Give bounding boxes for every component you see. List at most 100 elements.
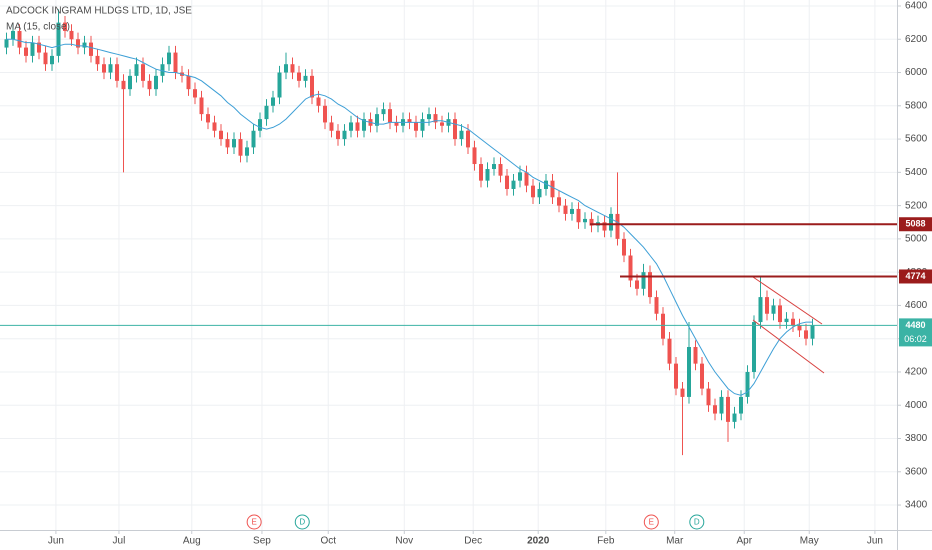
y-tick-label: 6400 (905, 1, 928, 12)
candle-body (50, 55, 54, 65)
candle-body (69, 30, 74, 40)
candle-body (160, 64, 165, 76)
candle-body (290, 64, 295, 73)
candle-body (264, 105, 269, 120)
candle-body (713, 405, 717, 414)
candle-body (407, 119, 412, 123)
candle-body (420, 119, 425, 131)
candle-body (583, 218, 587, 223)
candle-body (414, 122, 418, 131)
candle-body (167, 52, 171, 65)
x-tick-label: Mar (666, 536, 684, 547)
event-marker (643, 514, 659, 530)
candle-body (641, 272, 646, 289)
candle-body (739, 396, 743, 414)
candle-body (622, 238, 626, 256)
y-tick-label: 5000 (905, 234, 928, 245)
candle-body (297, 72, 301, 81)
x-tick-label: Jun (48, 536, 64, 547)
candle-body (784, 318, 789, 323)
candle-body (576, 208, 581, 223)
candle-body (550, 180, 555, 198)
candle-body (258, 119, 262, 131)
candle-body (557, 197, 561, 206)
candle-body (362, 119, 366, 131)
candle-body (719, 396, 724, 414)
y-tick-label: 5600 (905, 134, 928, 145)
x-tick-label: Feb (597, 536, 615, 547)
event-label: D (299, 518, 305, 527)
candle-body (355, 122, 360, 131)
y-tick-label: 4000 (905, 400, 928, 411)
y-tick-label: 3600 (905, 466, 928, 477)
candle-body (505, 175, 509, 189)
candle-body (648, 272, 652, 298)
candle-body (427, 114, 431, 120)
candle-body (277, 72, 282, 98)
candle-body (531, 185, 535, 198)
candle-body (154, 75, 158, 90)
x-tick-label: Sep (253, 536, 271, 547)
candle-body (173, 52, 178, 73)
indicator-label: MA (15, close) (6, 22, 70, 33)
candle-body (544, 180, 548, 189)
event-marker (246, 514, 262, 530)
y-tick-label: 3800 (905, 433, 928, 444)
event-label: D (694, 518, 700, 527)
candle-body (609, 213, 613, 231)
x-tick-label: Jun (867, 536, 883, 547)
channel-lower (752, 319, 825, 374)
candle-body (700, 363, 704, 389)
last-price-label: 4480 (905, 320, 925, 330)
candle-body (212, 122, 217, 131)
candle-body (771, 305, 776, 314)
candle-body (524, 172, 529, 186)
candle-body (518, 172, 522, 181)
candle-body (706, 388, 711, 406)
candle-body (245, 147, 249, 156)
candle-body (654, 297, 659, 314)
candle-body (440, 122, 444, 126)
candle-body (758, 297, 763, 323)
chart-title: ADCOCK INGRAM HLDGS LTD, 1D, JSE (6, 6, 192, 17)
candle-body (537, 188, 542, 198)
y-tick-label: 5200 (905, 200, 928, 211)
ma-line (6, 38, 813, 396)
candle-body (95, 55, 100, 65)
candle-body (628, 255, 633, 281)
candle-body (134, 64, 139, 76)
event-label: E (251, 518, 256, 527)
candle-body (680, 388, 685, 397)
candle-body (381, 109, 386, 115)
candle-body (453, 119, 457, 140)
candle-body (349, 122, 353, 131)
candle-body (602, 222, 607, 231)
candle-body (37, 42, 41, 53)
candle-body (316, 97, 321, 106)
candle-body (89, 42, 93, 56)
candle-body (498, 164, 503, 176)
candle-body (11, 30, 15, 40)
candle-body (635, 280, 639, 289)
candle-body (329, 122, 334, 131)
candle-body (661, 313, 665, 339)
level-label: 5088 (905, 219, 925, 229)
x-tick-label: Dec (464, 536, 482, 547)
candle-body (472, 147, 477, 165)
candle-body (667, 338, 672, 364)
candle-body (271, 97, 275, 106)
y-tick-label: 4200 (905, 367, 928, 378)
candle-body (485, 169, 490, 181)
candle-body (115, 64, 119, 81)
candle-body (687, 347, 691, 397)
candle-body (394, 122, 399, 126)
candle-body (206, 114, 210, 123)
candle-body (147, 80, 152, 90)
candle-body (82, 42, 87, 48)
candle-body (570, 208, 574, 214)
level-label: 4774 (905, 271, 925, 281)
candle-body (732, 413, 737, 422)
candle-body (76, 39, 80, 48)
candle-body (433, 114, 438, 123)
candle-body (745, 371, 750, 397)
